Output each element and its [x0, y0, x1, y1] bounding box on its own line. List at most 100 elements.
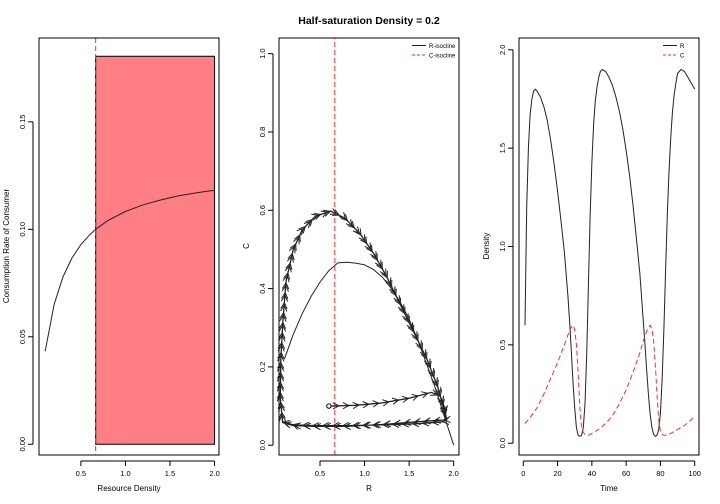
trajectory-arrow: [423, 358, 431, 367]
series-c: [524, 324, 696, 436]
trajectory-arrow: [401, 395, 410, 403]
series-r-isocline: [283, 261, 455, 446]
trajectory-arrow: [278, 334, 286, 342]
x-tick-label: 0.5: [315, 469, 325, 478]
trajectory-arrow: [294, 234, 301, 242]
trajectory-arrow: [420, 351, 428, 360]
trajectory-arrow: [313, 212, 322, 220]
trajectory-arrow: [303, 220, 312, 229]
trajectory-arrow: [397, 304, 405, 313]
x-axis-label: Time: [600, 484, 618, 493]
trajectory-arrow: [421, 419, 430, 427]
trajectory-arrow: [401, 420, 410, 428]
trajectory-arrow: [407, 324, 415, 333]
trajectory-arrow: [433, 416, 441, 424]
trajectory-arrow: [443, 415, 451, 424]
y-tick-label: 0.0: [498, 438, 507, 448]
trajectory-arrow: [286, 254, 294, 263]
trajectory-arrow: [411, 393, 420, 401]
y-axis: 0.0 0.2 0.4 0.6 0.8 1.0: [258, 48, 274, 450]
trajectory-arrow: [371, 253, 378, 262]
trajectory-arrow: [282, 420, 291, 428]
trajectory-arrow: [374, 259, 382, 268]
trajectory-arrow: [352, 401, 360, 410]
trajectory-arrow: [293, 236, 300, 245]
trajectory-arrow: [284, 264, 292, 273]
x-tick-label: 2.0: [448, 469, 458, 478]
x-tick-label: 0.5: [76, 469, 86, 478]
trajectory-arrow: [352, 226, 361, 234]
y-tick-label: 0.05: [18, 329, 27, 344]
y-tick-label: 0.4: [258, 283, 267, 293]
panel-phase-plane: 0.5 1.0 1.5 2.0 0.0 0.2 0.4 0.6 0.8 1.0 R C R-is…: [242, 37, 460, 493]
y-tick-label: 0.00: [18, 437, 27, 452]
trajectory-arrow: [276, 394, 284, 402]
trajectory-arrow: [427, 367, 435, 376]
trajectory-arrow: [323, 209, 332, 217]
trajectory-arrow: [373, 420, 382, 429]
trajectory-arrow: [296, 227, 305, 236]
x-tick-label: 1.0: [120, 469, 130, 478]
trajectory-arrow: [415, 340, 422, 349]
trajectory-arrow: [321, 421, 330, 430]
trajectory-arrow: [291, 422, 300, 430]
y-axis: 0.0 0.5 1.0 1.5 2.0: [498, 45, 514, 448]
trajectory-arrow: [281, 284, 289, 292]
figure-title: Half-saturation Density = 0.2: [298, 15, 440, 27]
trajectory-arrow: [281, 281, 290, 290]
trajectory-arrow: [381, 270, 388, 279]
trajectory-arrow: [301, 421, 310, 430]
trajectory-arrow: [379, 268, 387, 277]
trajectory-arrow: [280, 301, 288, 310]
trajectory-arrow: [364, 242, 372, 251]
trajectory-arrow: [276, 374, 285, 382]
trajectory-arrow: [305, 218, 313, 227]
trajectory-arrow: [371, 421, 380, 429]
panel-time-series: 0 20 40 60 80 100 0.0 0.5 1.0 1.5 2.0 Time Densit…: [482, 37, 701, 493]
trajectory-arrow: [420, 391, 429, 399]
x-tick-label: 100: [688, 469, 701, 478]
trajectory-arrow: [276, 384, 285, 392]
trajectory-start-point: [326, 403, 332, 409]
legend-label-c-isocline: C-isocline: [429, 54, 456, 60]
trajectory-arrow: [372, 400, 380, 408]
x-axis: 0.5 1.0 1.5 2.0: [76, 460, 220, 478]
trajectory-arrow: [363, 421, 372, 429]
trajectory-arrow: [279, 314, 287, 322]
trajectory-arrow: [384, 277, 392, 286]
trajectory-arrow: [439, 406, 447, 414]
x-tick-label: 1.5: [404, 469, 414, 478]
trajectory-arrow: [332, 209, 340, 216]
trajectory-arrow: [423, 417, 431, 425]
x-axis: 0 20 40 60 80 100: [521, 460, 701, 478]
trajectory-arrow: [391, 420, 400, 428]
y-axis-label: Consumption Rate of Consumer: [2, 189, 11, 304]
trajectory-arrow: [340, 213, 349, 222]
trajectory-arrow: [413, 417, 421, 426]
trajectory-arrow: [311, 422, 320, 430]
y-tick-label: 0.5: [498, 340, 507, 350]
trajectory-arrow: [403, 315, 410, 324]
y-tick-label: 0.0: [258, 440, 267, 450]
legend: R C: [663, 44, 685, 60]
trajectory-arrow: [437, 398, 445, 407]
trajectory-arrow: [434, 386, 442, 395]
y-tick-label: 0.15: [18, 115, 27, 130]
trajectory-arrow: [329, 208, 338, 215]
trajectory-arrow: [440, 408, 448, 417]
x-tick-label: 0: [521, 469, 525, 478]
x-axis-label: R: [366, 484, 372, 493]
x-tick-label: 1.5: [165, 469, 175, 478]
legend-label-r: R: [680, 44, 685, 50]
trajectory-arrow: [280, 304, 288, 312]
trajectory-arrow: [276, 381, 285, 389]
trajectory-arrow: [441, 417, 450, 425]
y-axis: 0.00 0.05 0.10 0.15: [18, 115, 34, 452]
trajectory-arrow: [347, 221, 355, 229]
y-tick-label: 1.5: [498, 143, 507, 153]
trajectory-arrow: [331, 421, 340, 430]
trajectory-arrow: [389, 286, 396, 295]
trajectory-arrow: [278, 331, 286, 340]
x-tick-label: 80: [656, 469, 664, 478]
trajectory-arrow: [437, 396, 445, 405]
